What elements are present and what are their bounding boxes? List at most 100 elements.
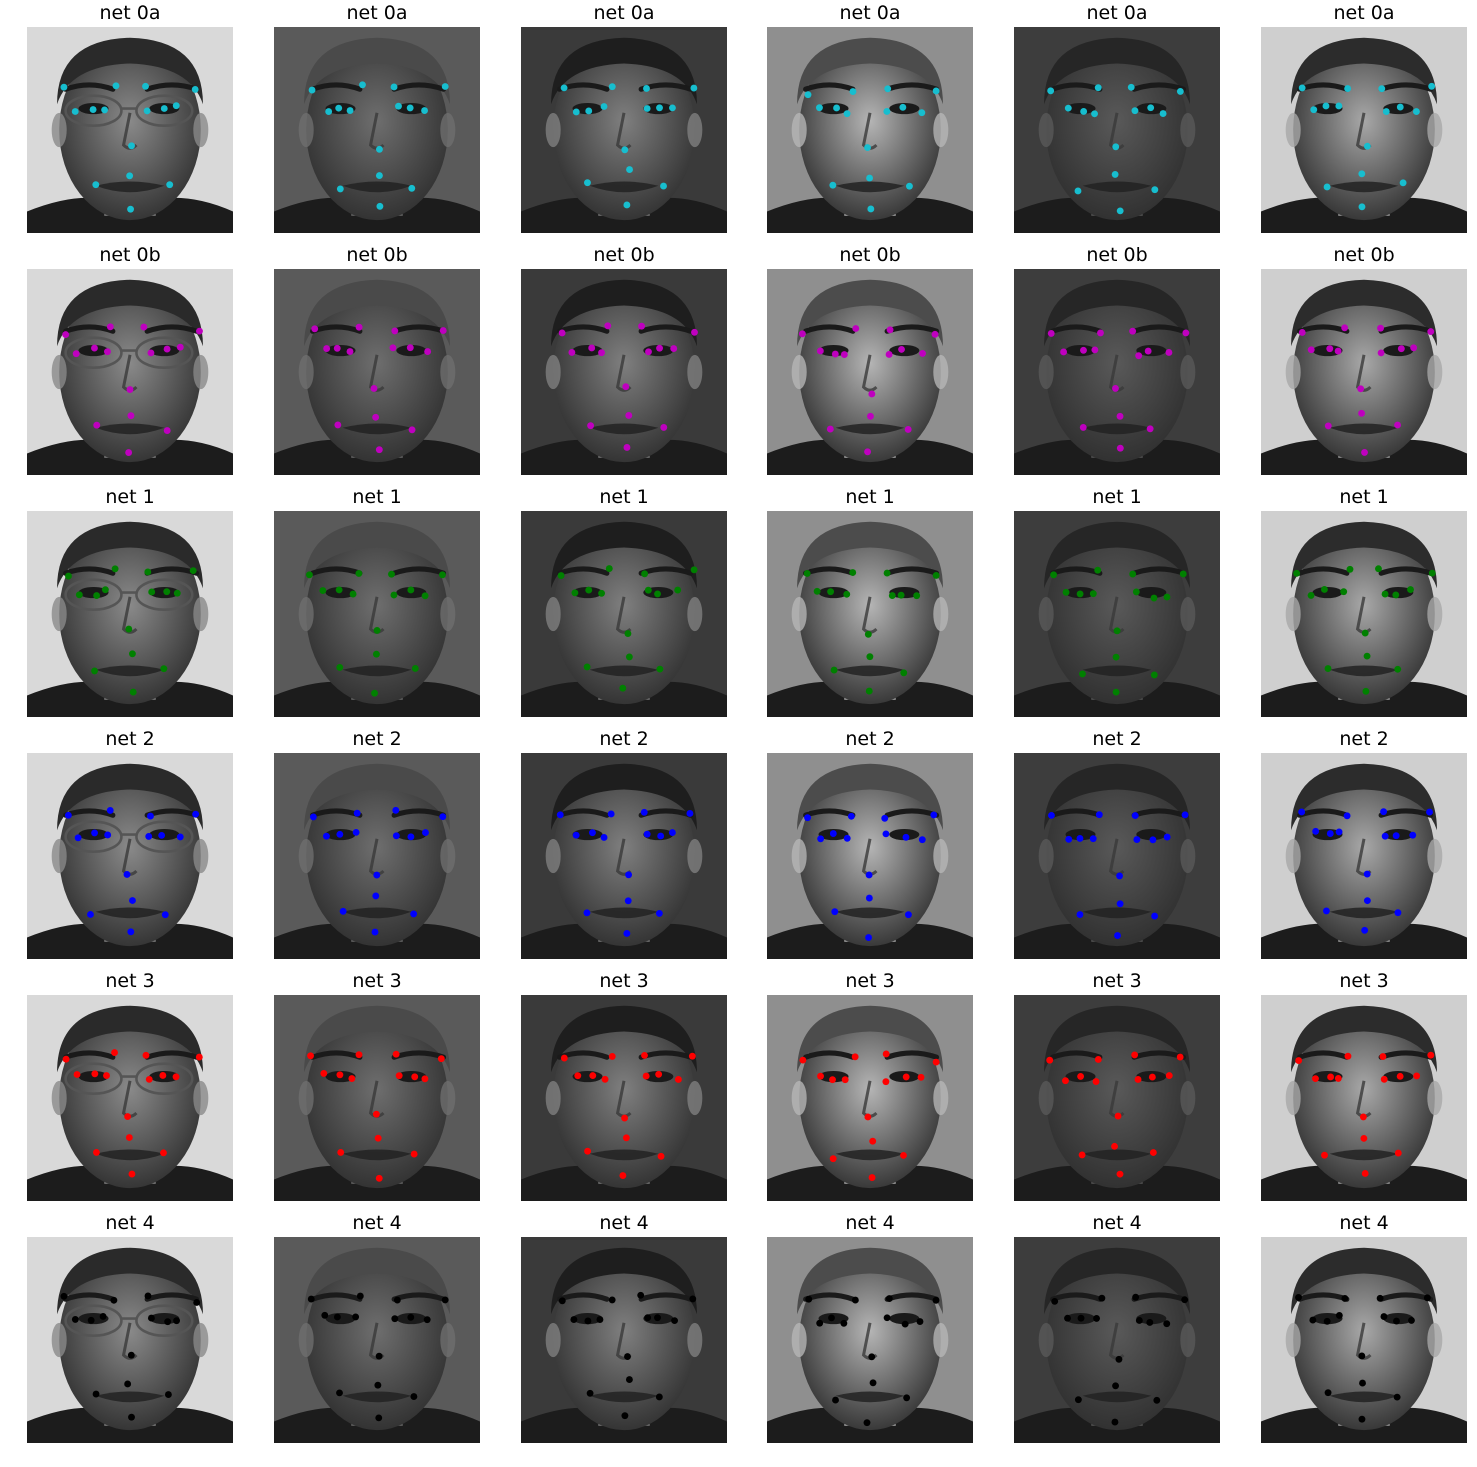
- eyebrow: [1378, 324, 1434, 334]
- keypoint-dot: [371, 689, 378, 697]
- keypoint-dot: [305, 571, 313, 579]
- keypoints: [1298, 808, 1433, 934]
- keypoint-dot: [1394, 1149, 1402, 1157]
- keypoint-dot: [881, 814, 889, 822]
- keypoint-dot: [439, 813, 447, 821]
- keypoint-dot: [375, 1414, 383, 1422]
- subplot-title: net 4: [599, 1212, 649, 1234]
- keypoint-dot: [1407, 586, 1414, 594]
- hair: [797, 1005, 943, 1073]
- subplot-title: net 0a: [593, 2, 655, 24]
- keypoint-dot: [1048, 811, 1055, 819]
- keypoint-dot: [589, 829, 596, 837]
- keypoint-dot: [1394, 665, 1402, 673]
- keypoint-dot: [164, 1391, 172, 1398]
- keypoint-dot: [1112, 1382, 1119, 1390]
- keypoint-dot: [144, 1292, 152, 1300]
- keypoint-dot: [833, 104, 841, 112]
- keypoint-dot: [395, 102, 402, 110]
- keypoint-dot: [336, 830, 344, 838]
- keypoint-dot: [864, 144, 871, 152]
- keypoint-dot: [851, 1296, 859, 1304]
- keypoint-dot: [1092, 1078, 1100, 1085]
- keypoint-dot: [62, 1055, 70, 1063]
- keypoints: [1050, 566, 1187, 696]
- keypoint-dot: [1147, 104, 1155, 112]
- keypoint-dot: [406, 344, 414, 352]
- ear: [687, 112, 703, 148]
- keypoint-dot: [816, 1319, 824, 1327]
- mouth: [342, 907, 412, 919]
- keypoint-dot: [111, 565, 119, 573]
- eyebrow: [1378, 82, 1434, 92]
- glasses-lens: [64, 1304, 123, 1337]
- keypoint-dot: [622, 383, 630, 391]
- keypoints: [1298, 82, 1436, 211]
- ear: [933, 1080, 949, 1116]
- keypoint-dot: [60, 83, 68, 91]
- hair: [304, 279, 450, 347]
- keypoint-dot: [1394, 909, 1402, 917]
- eyebrow: [1297, 1050, 1350, 1060]
- ear: [1285, 1322, 1301, 1358]
- keypoint-dot: [883, 1314, 891, 1322]
- keypoints: [804, 85, 940, 213]
- keypoint-dot: [623, 930, 631, 937]
- keypoint-dot: [1064, 104, 1072, 112]
- keypoint-dot: [637, 1291, 645, 1299]
- keypoint-dot: [196, 327, 203, 335]
- keypoint-dot: [674, 586, 682, 594]
- keypoint-dot: [657, 1152, 665, 1160]
- keypoint-dot: [127, 928, 135, 936]
- keypoint-dot: [843, 834, 851, 842]
- keypoint-dot: [660, 423, 668, 431]
- keypoint-dot: [437, 1055, 445, 1063]
- hair: [57, 521, 203, 589]
- keypoint-dot: [1295, 1293, 1302, 1301]
- keypoint-dot: [1324, 1389, 1332, 1397]
- keypoint-dot: [346, 348, 354, 356]
- keypoint-dot: [1094, 84, 1102, 92]
- keypoint-dot: [388, 570, 395, 578]
- keypoint-dot: [161, 911, 169, 919]
- face-photo: [521, 27, 727, 233]
- keypoint-dot: [883, 569, 891, 577]
- face-photo: [1261, 511, 1467, 717]
- keypoint-dot: [560, 84, 568, 92]
- keypoint-dot: [1323, 183, 1331, 191]
- hair: [57, 1247, 203, 1315]
- keypoint-dot: [1428, 569, 1436, 577]
- keypoint-dot: [586, 1389, 594, 1397]
- keypoint-dot: [1361, 1170, 1369, 1177]
- keypoint-dot: [411, 1073, 419, 1081]
- eyebrow: [1131, 566, 1187, 576]
- keypoint-dot: [375, 172, 383, 180]
- keypoint-dot: [674, 1076, 682, 1083]
- keypoint-dot: [319, 587, 327, 594]
- keypoint-dot: [932, 1296, 940, 1304]
- ear: [933, 1322, 949, 1358]
- ear: [545, 112, 561, 148]
- keypoint-dot: [644, 586, 652, 594]
- keypoint-dot: [1312, 827, 1320, 835]
- eyebrow: [63, 82, 116, 92]
- keypoint-dot: [625, 1376, 633, 1384]
- keypoint-dot: [1310, 106, 1318, 114]
- keypoint-dot: [390, 83, 398, 91]
- keypoint-dot: [840, 1319, 848, 1327]
- keypoint-dot: [391, 1315, 399, 1323]
- hair: [797, 1247, 943, 1315]
- eyebrow: [63, 1292, 116, 1302]
- keypoint-dot: [166, 181, 174, 189]
- keypoints: [62, 1049, 203, 1178]
- ear: [440, 1080, 456, 1116]
- keypoint-dot: [1397, 345, 1405, 353]
- keypoint-dot: [849, 88, 857, 96]
- keypoint-dot: [349, 590, 357, 598]
- ear: [545, 354, 561, 390]
- keypoint-dot: [128, 1413, 135, 1421]
- keypoint-dot: [900, 669, 908, 677]
- keypoint-dot: [1396, 103, 1404, 111]
- keypoint-dot: [147, 349, 155, 357]
- keypoints: [1046, 1051, 1184, 1178]
